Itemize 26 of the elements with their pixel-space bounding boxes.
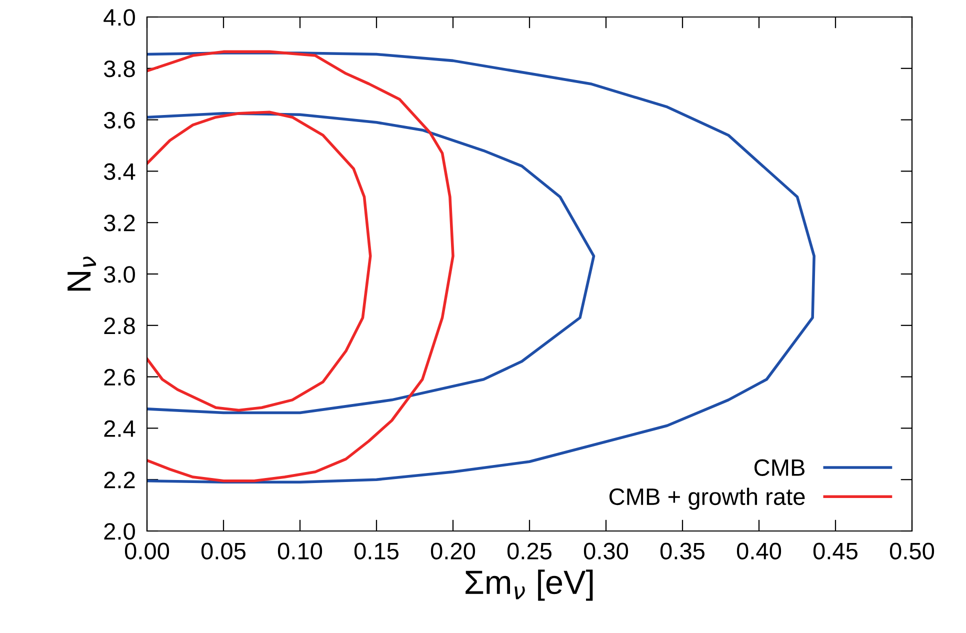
x-tick-label: 0.15 [354,542,398,560]
y-tick-label: 3.8 [104,60,135,78]
y-tick-label: 3.6 [104,112,135,129]
y-tick-label: 2.4 [104,420,136,437]
y-tick-label: 4.0 [104,9,135,26]
x-tick-label: 0.30 [584,542,628,560]
x-tick-label: 0.35 [660,542,704,560]
x-tick-label: 0.20 [430,542,476,560]
y-tick-label: 2.6 [104,368,135,386]
x-tick-label: 0.40 [736,542,782,560]
x-tick-label: 0.10 [278,542,322,560]
y-tick-label: 3.4 [104,163,136,180]
y-tick-label: 2.8 [104,317,135,334]
x-tick-label: 0.05 [201,542,246,560]
legend-label: CMB + growth rate [609,488,805,510]
y-axis-title: N$_{ν}$ [68,256,96,291]
y-tick-label: 2.2 [104,472,135,488]
x-tick-label: 0.25 [507,542,552,560]
y-tick-label: 2.0 [104,523,135,540]
x-tick-label: 0.00 [124,542,170,560]
legend-label: CMB [754,459,805,476]
y-tick-label: 3.2 [104,214,135,232]
x-tick-label: 0.50 [890,542,934,560]
x-tick-label: 0.45 [813,542,858,560]
x-axis-title: Σm$_{ν}$ [eV] [466,570,593,601]
y-tick-label: 3.0 [104,266,135,283]
